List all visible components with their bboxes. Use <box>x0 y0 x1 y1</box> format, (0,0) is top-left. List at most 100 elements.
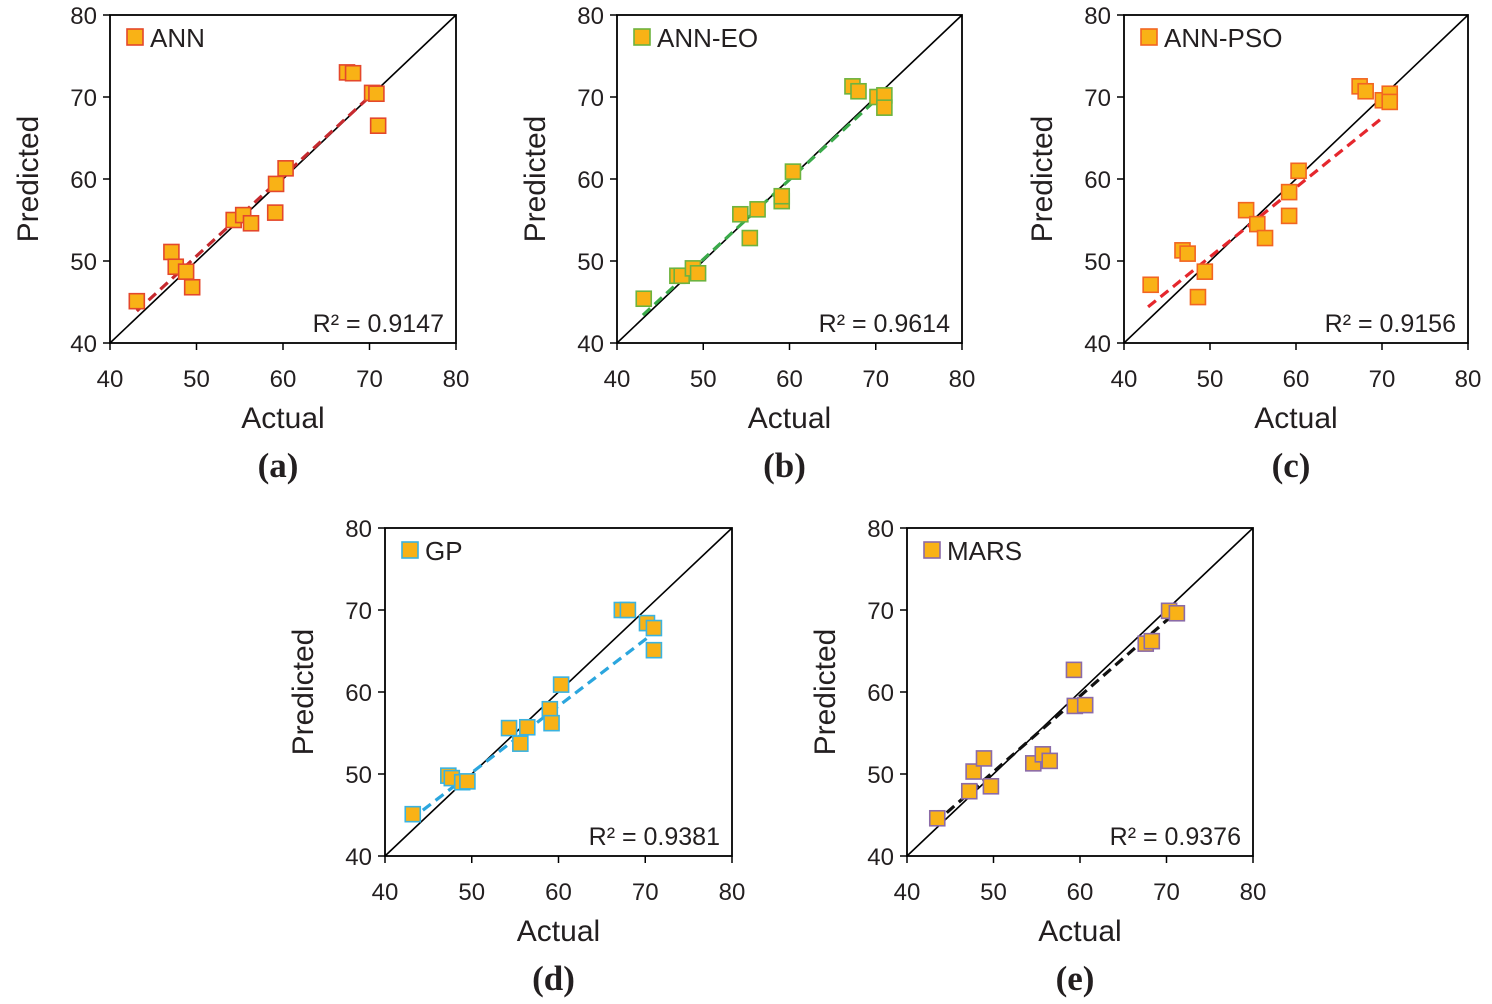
x-tick-label: 80 <box>949 366 976 393</box>
y-tick-label: 50 <box>577 249 604 276</box>
y-tick-label: 40 <box>577 331 604 358</box>
x-tick-label: 70 <box>632 879 659 906</box>
legend-label: MARS <box>947 536 1022 566</box>
identity-line <box>906 527 1254 857</box>
data-point <box>876 99 893 116</box>
y-tick-label: 60 <box>867 680 894 707</box>
y-tick-label: 70 <box>1084 85 1111 112</box>
y-tick-label: 50 <box>70 249 97 276</box>
legend-marker <box>126 28 144 46</box>
data-point <box>773 187 791 205</box>
x-tick-label: 60 <box>1067 879 1094 906</box>
legend-label: ANN <box>150 23 205 53</box>
y-tick-label: 40 <box>70 331 97 358</box>
data-point <box>1041 752 1059 770</box>
panel-label: (a) <box>258 446 299 485</box>
y-tick-label: 80 <box>867 516 894 543</box>
data-point <box>850 82 867 100</box>
y-tick-label: 70 <box>70 85 97 112</box>
data-point <box>1168 604 1186 622</box>
data-point <box>404 805 422 823</box>
data-point <box>128 292 146 310</box>
legend-label: ANN-EO <box>657 23 758 53</box>
data-point <box>368 85 385 103</box>
x-tick-label: 50 <box>458 879 485 906</box>
data-point <box>1237 201 1255 219</box>
x-tick-label: 40 <box>1111 366 1138 393</box>
data-point <box>1280 183 1298 201</box>
y-tick-label: 60 <box>577 167 604 194</box>
data-point <box>1065 661 1083 679</box>
y-tick-label: 70 <box>867 598 894 625</box>
data-point <box>177 263 195 280</box>
fit-line <box>1147 115 1385 309</box>
panel-d: 40 50 60 70 80 40 50 60 70 80 GP R² = 0.9381 Actual P… <box>287 516 745 998</box>
data-point <box>344 64 362 82</box>
data-point <box>619 601 637 619</box>
y-tick-label: 50 <box>867 762 894 789</box>
panel-label: (b) <box>763 446 806 485</box>
x-tick-label: 80 <box>443 366 470 393</box>
data-point <box>960 782 978 800</box>
data-point <box>163 243 180 261</box>
x-tick-label: 40 <box>97 366 124 393</box>
data-point <box>928 809 946 827</box>
y-tick-label: 80 <box>70 3 97 30</box>
data-point <box>512 735 529 752</box>
y-tick-label: 70 <box>345 598 372 625</box>
y-tick-label: 60 <box>1084 167 1111 194</box>
data-point <box>645 619 663 637</box>
data-point <box>965 763 982 780</box>
x-tick-label: 40 <box>894 879 921 906</box>
data-point <box>975 750 993 767</box>
data-point <box>1179 245 1196 262</box>
y-tick-label: 40 <box>345 844 372 871</box>
data-point <box>1280 207 1298 225</box>
data-point <box>749 201 766 218</box>
r2-annotation: R² = 0.9156 <box>1325 310 1456 338</box>
data-point <box>500 719 518 737</box>
data-point <box>1196 263 1214 280</box>
x-axis-label: Actual <box>517 915 600 948</box>
x-tick-label: 80 <box>1455 366 1482 393</box>
panel-label: (e) <box>1056 959 1095 998</box>
y-tick-label: 40 <box>867 844 894 871</box>
data-point <box>267 175 285 193</box>
data-point <box>784 163 802 180</box>
y-tick-label: 80 <box>577 3 604 30</box>
data-point <box>1142 276 1159 294</box>
x-tick-label: 60 <box>270 366 297 393</box>
data-point <box>459 773 476 790</box>
x-tick-label: 50 <box>183 366 210 393</box>
x-tick-label: 80 <box>1240 879 1267 906</box>
data-point <box>1290 162 1307 180</box>
y-tick-label: 60 <box>70 167 97 194</box>
data-point <box>689 264 707 282</box>
x-tick-label: 60 <box>776 366 803 393</box>
data-point <box>369 117 387 134</box>
x-tick-label: 80 <box>719 879 746 906</box>
legend-label: GP <box>425 536 463 566</box>
data-point <box>1249 215 1266 233</box>
data-point <box>543 714 560 732</box>
data-point <box>982 777 1000 795</box>
x-axis-label: Actual <box>1254 402 1337 435</box>
y-tick-label: 50 <box>1084 249 1111 276</box>
r2-annotation: R² = 0.9381 <box>589 823 720 851</box>
data-point <box>518 718 536 736</box>
x-tick-label: 70 <box>356 366 383 393</box>
x-tick-label: 60 <box>545 879 572 906</box>
data-point <box>1189 288 1207 306</box>
data-point <box>635 290 653 308</box>
panel-label: (c) <box>1272 446 1311 485</box>
y-axis-label: Predicted <box>12 116 45 243</box>
legend-label: ANN-PSO <box>1164 23 1282 53</box>
data-point <box>183 278 201 296</box>
r2-annotation: R² = 0.9614 <box>819 310 950 338</box>
data-point <box>1357 82 1374 100</box>
y-tick-label: 50 <box>345 762 372 789</box>
y-axis-label: Predicted <box>519 116 552 243</box>
data-point <box>541 700 559 718</box>
r2-annotation: R² = 0.9376 <box>1110 823 1241 851</box>
